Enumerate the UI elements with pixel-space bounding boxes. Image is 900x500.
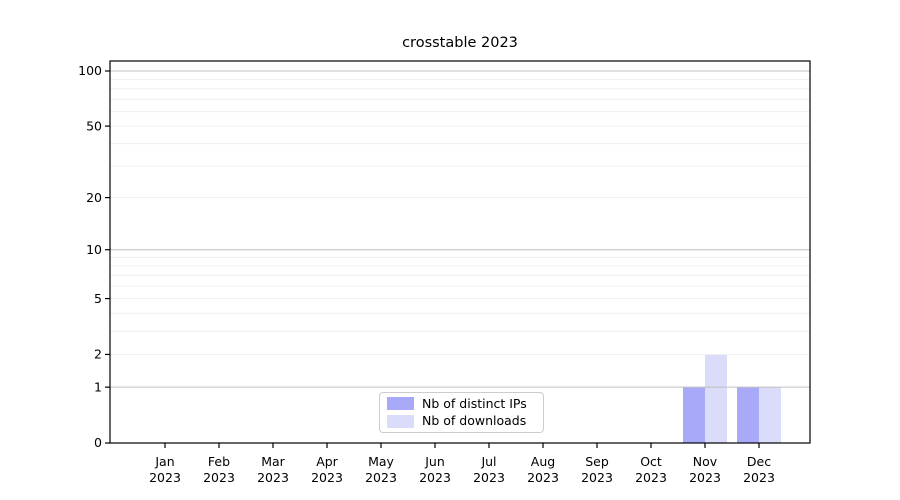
x-tick-label-month: Oct <box>640 454 662 469</box>
tick-labels-layer: 0125102050100Jan2023Feb2023Mar2023Apr202… <box>78 63 775 485</box>
legend-item-downloads: Nb of downloads <box>387 412 543 428</box>
x-tick-label-year: 2023 <box>473 470 505 485</box>
x-tick-label-year: 2023 <box>419 470 451 485</box>
x-tick-label-month: Apr <box>316 454 338 469</box>
x-tick-label-year: 2023 <box>203 470 235 485</box>
gridlines-layer <box>110 70 810 388</box>
x-tick-label-month: Aug <box>531 454 555 469</box>
legend: Nb of distinct IPs Nb of downloads <box>379 392 544 433</box>
y-tick-label: 0 <box>94 435 102 450</box>
x-tick-label-month: Jun <box>424 454 445 469</box>
x-tick-label-month: Dec <box>747 454 771 469</box>
x-tick-label-year: 2023 <box>527 470 559 485</box>
plot-frame <box>109 60 811 444</box>
bar-dec-distinct-ips <box>737 387 759 443</box>
chart-title: crosstable 2023 <box>402 35 518 51</box>
x-tick-label-year: 2023 <box>149 470 181 485</box>
x-tick-label-year: 2023 <box>365 470 397 485</box>
x-tick-label-year: 2023 <box>689 470 721 485</box>
y-tick-label: 2 <box>94 347 102 362</box>
legend-label-downloads: Nb of downloads <box>422 412 527 428</box>
y-tick-label: 50 <box>86 118 102 133</box>
legend-item-distinct-ips: Nb of distinct IPs <box>387 395 543 411</box>
x-tick-label-month: May <box>368 454 394 469</box>
x-tick-label-year: 2023 <box>581 470 613 485</box>
y-tick-label: 10 <box>86 242 102 257</box>
y-tick-label: 5 <box>94 291 102 306</box>
legend-label-distinct-ips: Nb of distinct IPs <box>422 395 527 411</box>
x-tick-label-year: 2023 <box>635 470 667 485</box>
x-tick-label-year: 2023 <box>311 470 343 485</box>
x-tick-label-month: Jul <box>480 454 496 469</box>
x-tick-label-month: Nov <box>693 454 718 469</box>
x-tick-label-month: Sep <box>585 454 609 469</box>
bar-nov-downloads <box>705 354 727 443</box>
x-tick-label-month: Feb <box>208 454 230 469</box>
x-tick-label-month: Jan <box>154 454 174 469</box>
x-tick-label-year: 2023 <box>257 470 289 485</box>
legend-swatch-distinct-ips <box>387 397 414 411</box>
y-tick-label: 20 <box>86 190 102 205</box>
x-tick-label-year: 2023 <box>743 470 775 485</box>
legend-swatch-downloads <box>387 414 414 428</box>
y-tick-label: 1 <box>94 379 102 394</box>
y-tick-label: 100 <box>78 63 102 78</box>
bars-layer <box>683 354 781 443</box>
bar-dec-downloads <box>759 387 781 443</box>
x-tick-label-month: Mar <box>261 454 285 469</box>
ticks-layer <box>105 70 760 448</box>
bar-nov-distinct-ips <box>683 387 705 443</box>
